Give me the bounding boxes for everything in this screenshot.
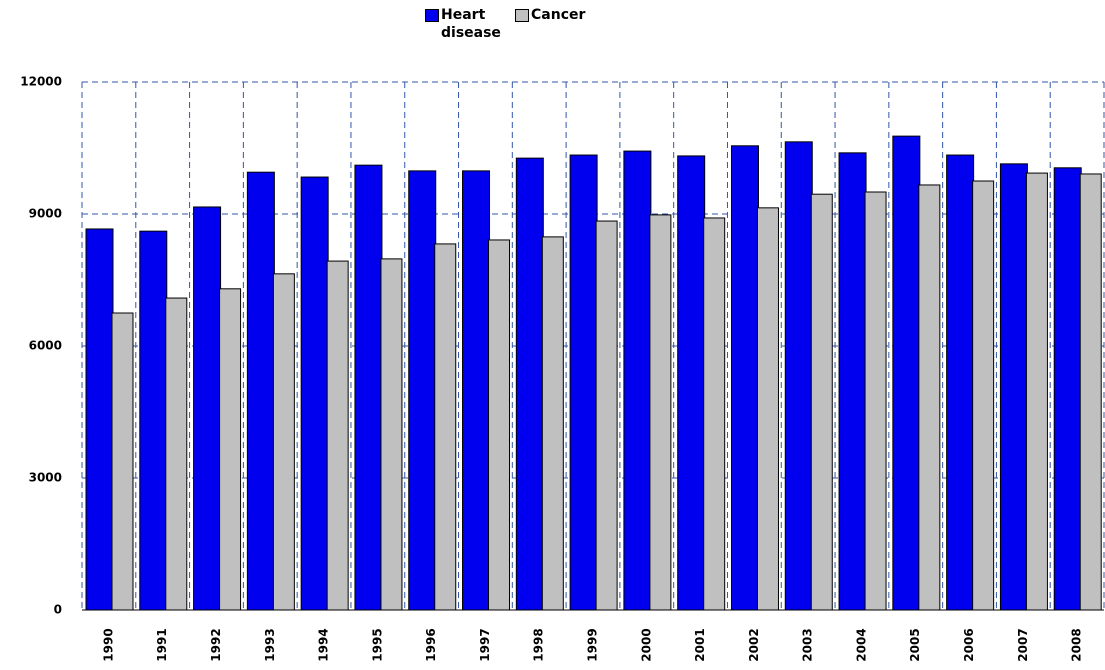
bar [730,145,759,611]
bar [623,150,652,611]
y-tick-label: 9000 [29,207,62,221]
legend-label: Heart disease [441,7,501,41]
bar [434,243,457,611]
legend-swatch [515,9,529,22]
legend-item: Cancer [515,6,621,42]
bar [488,239,511,611]
x-tick-label: 2007 [1016,628,1030,661]
bar [595,220,618,611]
x-tick-label: 2005 [908,628,922,661]
x-tick-label: 1997 [478,628,492,661]
bar [462,170,491,611]
bar [677,155,706,611]
x-tick-label: 2002 [747,628,761,661]
legend: Heart disease Cancer [425,6,621,42]
bar [569,154,598,611]
bar [918,184,941,611]
bar [1053,167,1082,611]
bar [649,214,672,611]
x-tick-label: 1994 [317,628,331,661]
bar [300,176,329,611]
bar [703,217,726,611]
y-tick-label: 6000 [29,339,62,353]
bar [85,228,114,611]
bar [864,191,887,611]
bar [810,193,833,611]
legend-swatch [425,9,439,22]
x-tick-label: 2008 [1070,628,1084,661]
x-tick-label: 2001 [693,628,707,661]
bar [756,207,779,611]
bar [380,258,403,611]
y-tick-label: 12000 [20,75,62,89]
bar [999,163,1028,611]
bar [892,135,921,611]
bar [838,152,867,611]
y-tick-label: 0 [54,603,62,617]
bar [219,288,242,611]
bar [246,171,275,611]
bar [354,164,383,611]
y-tick-label: 3000 [29,471,62,485]
bar [139,230,168,611]
bar [784,141,813,611]
bar [541,236,564,611]
bar [972,180,995,611]
x-tick-label: 2000 [639,628,653,661]
bar [1079,173,1102,611]
bar [193,206,222,611]
legend-label: Cancer [531,7,586,23]
bar [1025,172,1048,611]
bar [165,297,188,611]
bar [946,154,975,611]
x-tick-label: 1990 [101,628,115,661]
x-tick-label: 1999 [586,628,600,661]
x-tick-label: 1993 [263,628,277,661]
bar [272,273,295,611]
bar [326,260,349,611]
x-tick-label: 2003 [801,628,815,661]
x-tick-label: 2004 [854,628,868,661]
x-tick-label: 2006 [962,628,976,661]
x-tick-label: 1996 [424,628,438,661]
x-tick-label: 1995 [370,628,384,661]
bar [515,157,544,611]
x-tick-label: 1998 [532,628,546,661]
x-tick-label: 1991 [155,628,169,661]
bar [408,170,437,611]
bar [111,312,134,611]
x-tick-label: 1992 [209,628,223,661]
legend-item: Heart disease [425,6,501,42]
